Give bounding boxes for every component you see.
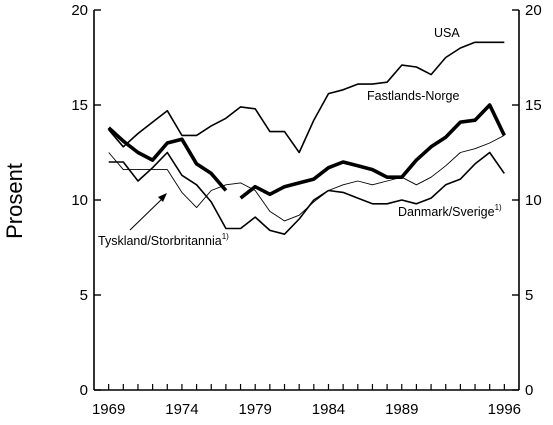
y-tick-label-left: 15 — [71, 97, 88, 114]
usa-label: USA — [434, 26, 460, 40]
y-tick-label-right: 0 — [525, 382, 533, 399]
series-label-text: Danmark/Sverige — [398, 205, 495, 219]
footnote-marker: 1) — [495, 203, 502, 212]
y-tick-label-right: 15 — [525, 97, 542, 114]
y-tick-label-right: 10 — [525, 192, 542, 209]
fastlands-norge-line-segment-2 — [239, 103, 506, 200]
x-tick-label: 1996 — [488, 401, 521, 418]
y-tick-label-left: 20 — [71, 2, 88, 19]
series-label-text: Tyskland/Storbritannia — [98, 234, 222, 248]
y-tick-label-right: 20 — [525, 2, 542, 19]
y-tick-label-right: 5 — [525, 287, 533, 304]
x-tick-label: 1989 — [385, 401, 418, 418]
fastlands-norge-label: Fastlands-Norge — [367, 89, 459, 103]
fastlands-norge-line-segment-1 — [107, 126, 228, 192]
annotations: USAFastlands-NorgeDanmark/Sverige1)Tyskl… — [98, 26, 502, 248]
y-axis-label: Prosent — [2, 163, 27, 239]
series-label-text: USA — [434, 26, 460, 40]
x-tick-label: 1979 — [239, 401, 272, 418]
tyskland-storbritannia-line — [108, 135, 505, 222]
series-lines — [107, 41, 506, 235]
usa-line — [108, 41, 505, 154]
axes: 0 0 5 5 10 10 15 15 20 20 1969 1974 1979 1984 1989 1996 — [71, 2, 541, 418]
x-tick-label: 1984 — [312, 401, 345, 418]
tyskland-storbritannia-label: Tyskland/Storbritannia1) — [98, 232, 229, 248]
series-label-text: Fastlands-Norge — [367, 89, 459, 103]
y-tick-label-left: 0 — [80, 382, 88, 399]
danmark-sverige-label: Danmark/Sverige1) — [398, 203, 502, 219]
danmark-sverige-line — [108, 151, 505, 235]
x-tick-label: 1974 — [165, 401, 198, 418]
arrow-head — [158, 193, 167, 202]
arrow-shaft — [129, 197, 164, 231]
footnote-marker: 1) — [222, 232, 229, 241]
y-tick-label-left: 10 — [71, 192, 88, 209]
y-tick-label-left: 5 — [80, 287, 88, 304]
x-tick-label: 1969 — [92, 401, 125, 418]
